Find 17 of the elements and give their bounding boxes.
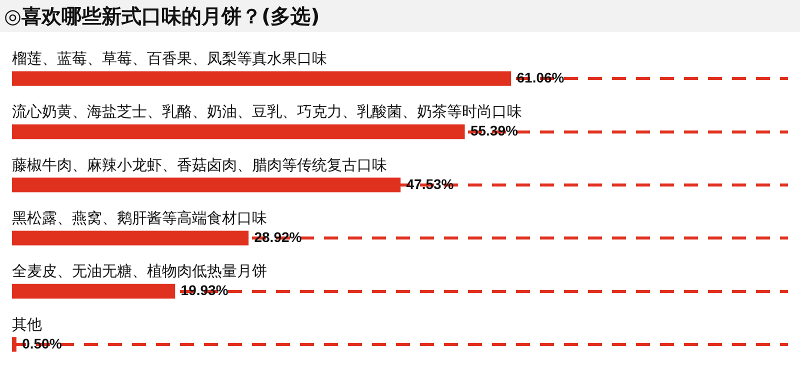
y-tick-label: 流心奶黄、海盐芝士、乳酪、奶油、豆乳、巧克力、乳酸菌、奶茶等时尚口味: [12, 102, 522, 121]
y-tick-label: 全麦皮、无油无糖、植物肉低热量月饼: [12, 262, 267, 280]
data-label: 28.92%: [254, 228, 302, 245]
bar: [12, 284, 176, 299]
data-label: 0.50%: [22, 335, 62, 352]
y-tick-label: 黑松露、燕窝、鹅肝酱等高端食材口味: [12, 208, 267, 227]
data-label: 61.06%: [516, 69, 565, 86]
y-tick-label: 藤椒牛肉、麻辣小龙虾、香菇卤肉、腊肉等传统复古口味: [12, 156, 387, 174]
data-label: 47.53%: [406, 176, 454, 192]
bar: [12, 71, 512, 86]
chart-title: ◎喜欢哪些新式口味的月饼？(多选): [0, 0, 800, 32]
y-tick-label: 榴莲、蓝莓、草莓、百香果、凤梨等真水果口味: [12, 49, 327, 68]
data-label: 19.93%: [180, 282, 229, 298]
y-tick-label: 其他: [12, 315, 42, 334]
bar: [12, 124, 465, 140]
data-label: 55.39%: [470, 122, 518, 139]
bar: [12, 230, 249, 246]
